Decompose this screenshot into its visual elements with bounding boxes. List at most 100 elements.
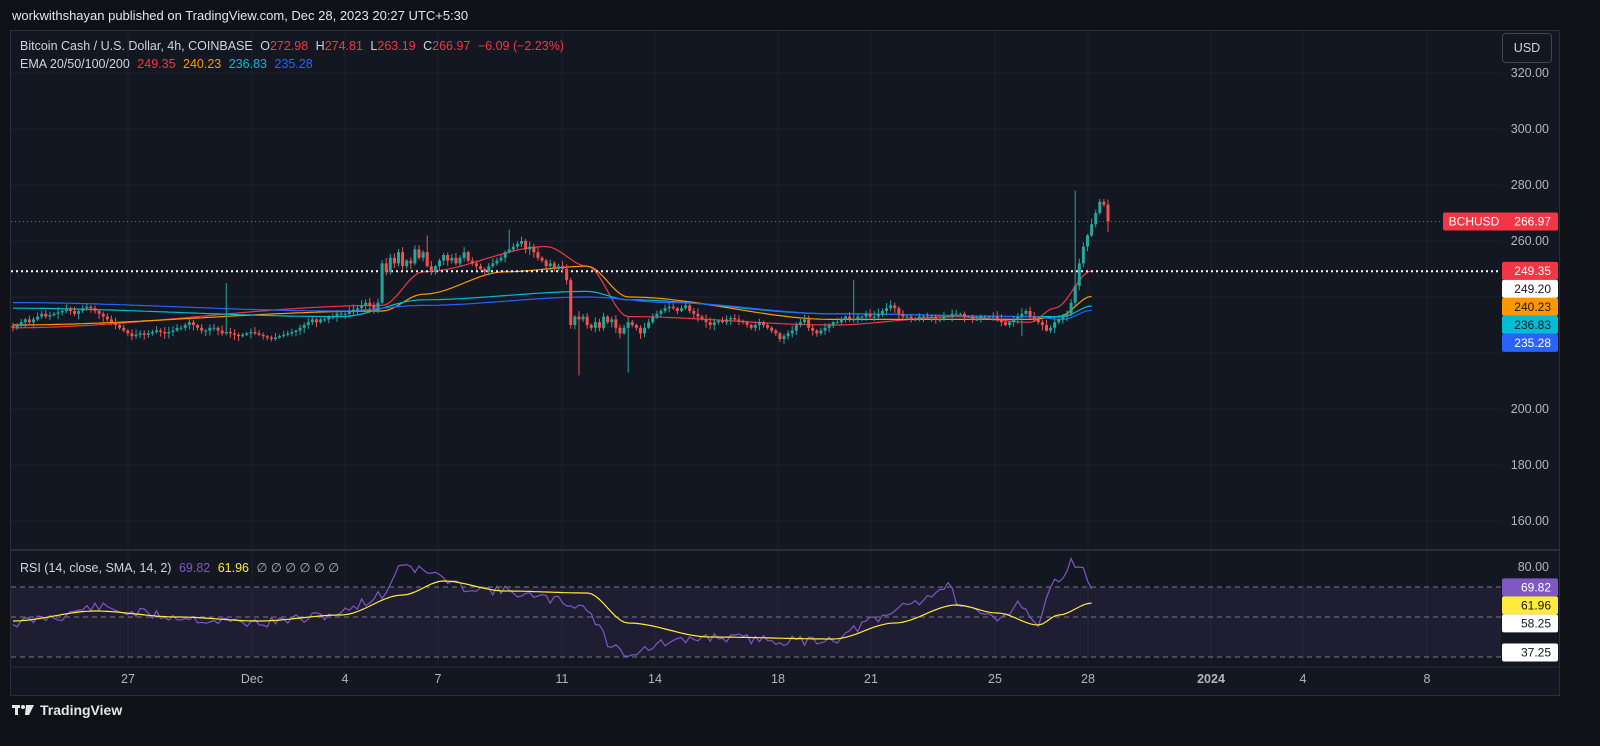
price-candle bbox=[232, 329, 236, 340]
candle-body bbox=[351, 309, 355, 311]
price-candle bbox=[839, 316, 843, 325]
candle-body bbox=[782, 336, 786, 339]
candle-body bbox=[290, 332, 294, 334]
price-candle bbox=[704, 314, 708, 328]
price-candle bbox=[384, 257, 388, 276]
price-candle bbox=[671, 303, 675, 310]
candle-body bbox=[999, 319, 1003, 323]
price-candle bbox=[569, 277, 573, 329]
rsi-title[interactable]: RSI (14, close, SMA, 14, 2) bbox=[20, 561, 172, 575]
ema50-value: 240.23 bbox=[183, 57, 222, 71]
currency-button[interactable]: USD bbox=[1502, 33, 1552, 63]
price-candle bbox=[544, 258, 548, 271]
price-candle bbox=[347, 306, 351, 318]
price-candle bbox=[105, 313, 109, 322]
price-candle bbox=[778, 331, 782, 342]
price-candle bbox=[692, 307, 696, 318]
ema-legend[interactable]: EMA 20/50/100/200 249.35 240.23 236.83 2… bbox=[20, 57, 317, 71]
price-tick-label: 300.00 bbox=[1511, 122, 1549, 136]
ema20-value: 249.35 bbox=[137, 57, 176, 71]
candle-body bbox=[1098, 201, 1102, 213]
candle-body bbox=[130, 333, 134, 337]
price-candle bbox=[565, 264, 569, 285]
price-candle bbox=[212, 324, 216, 332]
price-tag-label: 61.96 bbox=[1521, 598, 1551, 612]
price-candle bbox=[696, 308, 700, 322]
price-candle bbox=[946, 314, 950, 318]
candle-body bbox=[778, 333, 782, 339]
price-candle bbox=[360, 300, 364, 312]
price-candle bbox=[790, 325, 794, 338]
candle-body bbox=[105, 316, 109, 320]
price-candle bbox=[470, 257, 474, 266]
candle-body bbox=[856, 316, 860, 320]
price-candle bbox=[643, 323, 647, 338]
price-candle bbox=[81, 305, 85, 314]
candle-body bbox=[946, 316, 950, 318]
price-candle bbox=[532, 243, 536, 258]
price-candle bbox=[762, 320, 766, 328]
candle-body bbox=[499, 257, 503, 261]
ema-title[interactable]: EMA 20/50/100/200 bbox=[20, 57, 130, 71]
price-candle bbox=[491, 258, 495, 268]
candle-body bbox=[23, 319, 27, 323]
price-candle bbox=[844, 315, 848, 323]
price-tag-bg bbox=[1502, 297, 1558, 316]
price-candle bbox=[807, 315, 811, 331]
price-candle bbox=[917, 313, 921, 322]
candle-body bbox=[347, 311, 351, 314]
candle-body bbox=[1073, 285, 1077, 303]
candle-body bbox=[97, 311, 101, 314]
price-candle bbox=[11, 322, 15, 332]
candle-body bbox=[655, 313, 659, 317]
low-label: L bbox=[370, 39, 378, 53]
price-candle bbox=[237, 332, 241, 342]
price-candle bbox=[864, 310, 868, 321]
price-candle bbox=[561, 260, 565, 273]
candle-body bbox=[372, 305, 376, 309]
candle-body bbox=[520, 241, 524, 244]
price-candle bbox=[901, 310, 905, 321]
time-tick-label: 11 bbox=[556, 672, 569, 686]
tradingview-logo-icon bbox=[12, 705, 34, 715]
rsi-scale-tag: 61.96 bbox=[1502, 596, 1558, 615]
price-candle bbox=[926, 312, 930, 319]
price-candle bbox=[515, 241, 519, 249]
candle-body bbox=[942, 316, 946, 320]
candle-body bbox=[766, 325, 770, 328]
price-candle bbox=[885, 303, 889, 316]
price-candle bbox=[1065, 310, 1069, 322]
price-legend[interactable]: Bitcoin Cash / U.S. Dollar, 4h, COINBASE… bbox=[20, 39, 568, 53]
price-candle bbox=[155, 326, 159, 334]
price-candle bbox=[52, 311, 56, 317]
candle-body bbox=[979, 316, 983, 320]
candle-body bbox=[19, 322, 23, 325]
candle-body bbox=[540, 257, 544, 261]
chart-frame[interactable]: 160.00 180.00 200.00 260.00 280.00 300.00 320.… bbox=[10, 30, 1560, 696]
candle-body bbox=[1077, 263, 1081, 286]
price-candle bbox=[872, 311, 876, 322]
chart-canvas[interactable]: 160.00 180.00 200.00 260.00 280.00 300.00 320.… bbox=[11, 31, 1559, 695]
open-label: O bbox=[260, 39, 270, 53]
candle-body bbox=[1016, 316, 1020, 320]
candle-body bbox=[212, 327, 216, 329]
candle-body bbox=[1044, 325, 1048, 331]
candle-body bbox=[798, 322, 802, 325]
price-candle bbox=[1081, 242, 1085, 268]
rsi-legend[interactable]: RSI (14, close, SMA, 14, 2) 69.82 61.96 … bbox=[20, 560, 343, 575]
candle-body bbox=[278, 336, 282, 338]
price-candle bbox=[216, 326, 220, 336]
footer-brand[interactable]: TradingView bbox=[12, 702, 122, 718]
symbol-title[interactable]: Bitcoin Cash / U.S. Dollar, 4h, COINBASE bbox=[20, 39, 253, 53]
price-candle bbox=[1012, 316, 1016, 327]
rsi-sma-value: 61.96 bbox=[217, 561, 249, 575]
candle-body bbox=[114, 322, 118, 325]
price-candle bbox=[224, 283, 228, 336]
price-candle bbox=[1073, 190, 1077, 308]
candle-body bbox=[15, 325, 19, 328]
price-candle bbox=[183, 322, 187, 331]
candle-body bbox=[885, 308, 889, 311]
price-candle bbox=[413, 245, 417, 266]
candle-body bbox=[392, 257, 396, 264]
candle-body bbox=[844, 316, 848, 320]
